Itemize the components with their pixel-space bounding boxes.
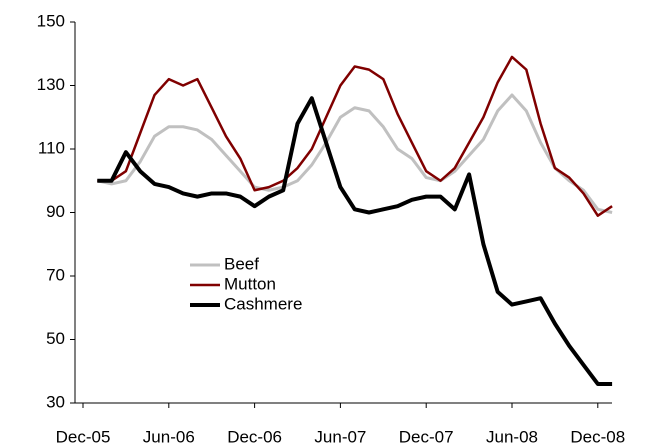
y-tick-label: 90 bbox=[46, 202, 65, 221]
legend-label: Cashmere bbox=[224, 294, 302, 313]
series-line bbox=[96, 93, 613, 214]
x-tick-label: Dec-06 bbox=[227, 427, 282, 446]
y-tick-label: 30 bbox=[46, 392, 65, 411]
x-tick-label: Jun-06 bbox=[143, 427, 195, 446]
y-tick-label: 130 bbox=[37, 75, 65, 94]
series-line bbox=[97, 55, 613, 217]
x-tick-label: Dec-08 bbox=[570, 427, 625, 446]
legend-label: Beef bbox=[224, 254, 259, 273]
x-tick-label: Dec-07 bbox=[399, 427, 454, 446]
series-line bbox=[97, 96, 613, 386]
y-tick-label: 150 bbox=[37, 11, 65, 30]
legend-label: Mutton bbox=[224, 274, 276, 293]
x-tick-label: Jun-08 bbox=[486, 427, 538, 446]
y-tick-label: 110 bbox=[38, 138, 65, 157]
y-tick-label: 70 bbox=[46, 265, 65, 284]
x-tick-label: Jun-07 bbox=[314, 427, 366, 446]
x-tick-label: Dec-05 bbox=[56, 427, 111, 446]
y-tick-label: 50 bbox=[46, 329, 65, 348]
